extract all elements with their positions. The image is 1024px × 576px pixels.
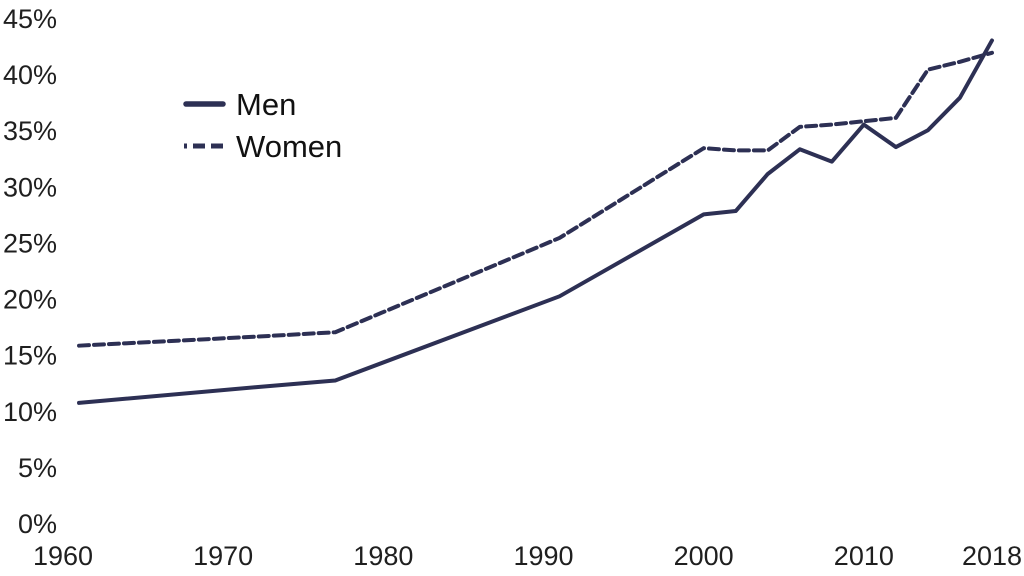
y-tick-label-15pct: 15% (3, 341, 57, 371)
x-tick-label-1960: 1960 (33, 541, 93, 571)
x-tick-label-1980: 1980 (353, 541, 413, 571)
legend-women-label: Women (236, 129, 342, 164)
x-tick-label-1990: 1990 (513, 541, 573, 571)
legend: Men Women (183, 87, 342, 164)
y-tick-label-10pct: 10% (3, 397, 57, 427)
y-tick-label-20pct: 20% (3, 285, 57, 315)
y-tick-label-35pct: 35% (3, 116, 57, 146)
x-axis-tick-labels: 1960 1970 1980 1990 2000 2010 2018 (33, 541, 1022, 571)
x-tick-label-2010: 2010 (834, 541, 894, 571)
y-tick-label-0pct: 0% (18, 509, 57, 539)
plot-area (77, 38, 994, 405)
x-tick-label-1970: 1970 (193, 541, 253, 571)
y-tick-label-25pct: 25% (3, 228, 57, 258)
y-axis-tick-labels: 0% 5% 10% 15% 20% 25% 30% 35% 40% 45% (3, 4, 57, 539)
y-tick-label-40pct: 40% (3, 60, 57, 90)
women-data-line (77, 50, 994, 348)
x-tick-label-2018: 2018 (962, 541, 1022, 571)
x-tick-label-2000: 2000 (674, 541, 734, 571)
y-tick-label-45pct: 45% (3, 4, 57, 34)
men-data-line (77, 38, 994, 405)
y-tick-label-5pct: 5% (18, 453, 57, 483)
y-tick-label-30pct: 30% (3, 172, 57, 202)
legend-men-label: Men (236, 87, 296, 122)
